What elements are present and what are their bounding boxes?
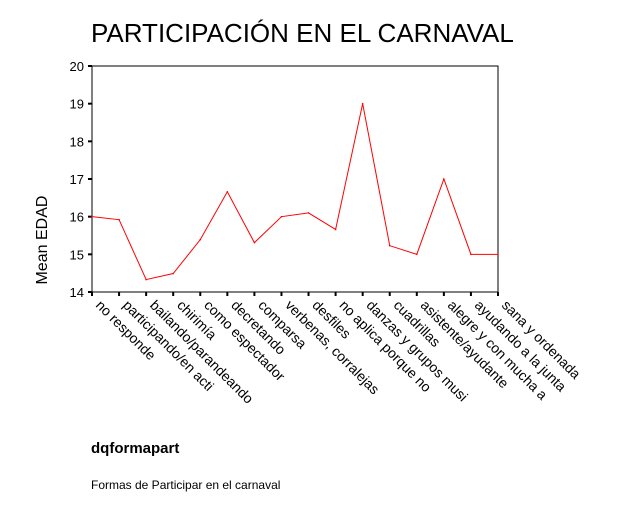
plot-frame bbox=[91, 65, 499, 293]
chart-title: PARTICIPACIÓN EN EL CARNAVAL bbox=[91, 18, 514, 48]
y-tick-label: 16 bbox=[70, 210, 84, 225]
data-point bbox=[334, 228, 337, 231]
data-point bbox=[443, 178, 445, 180]
chart-caption: Formas de Participar en el carnaval bbox=[91, 478, 281, 492]
data-point bbox=[280, 215, 283, 218]
data-point bbox=[253, 241, 256, 244]
y-tick-label: 20 bbox=[70, 59, 84, 74]
series-line bbox=[91, 103, 498, 281]
data-point bbox=[226, 191, 229, 193]
data-point bbox=[199, 238, 202, 241]
data-point bbox=[416, 253, 418, 256]
data-point bbox=[497, 253, 499, 256]
data-point bbox=[118, 218, 120, 221]
data-point bbox=[307, 212, 310, 214]
data-point bbox=[388, 244, 391, 247]
y-axis-label: Mean EDAD bbox=[34, 196, 51, 285]
y-tick-label: 18 bbox=[70, 134, 84, 149]
data-point bbox=[361, 102, 364, 105]
data-point bbox=[172, 272, 174, 275]
data-point bbox=[470, 253, 472, 256]
data-point bbox=[145, 278, 147, 281]
y-tick-label: 14 bbox=[70, 285, 84, 300]
y-tick-label: 17 bbox=[70, 172, 84, 187]
y-tick-label: 15 bbox=[70, 247, 84, 262]
x-axis-label: dqformapart bbox=[91, 440, 180, 457]
y-tick-label: 19 bbox=[70, 97, 84, 112]
data-point bbox=[91, 215, 93, 218]
